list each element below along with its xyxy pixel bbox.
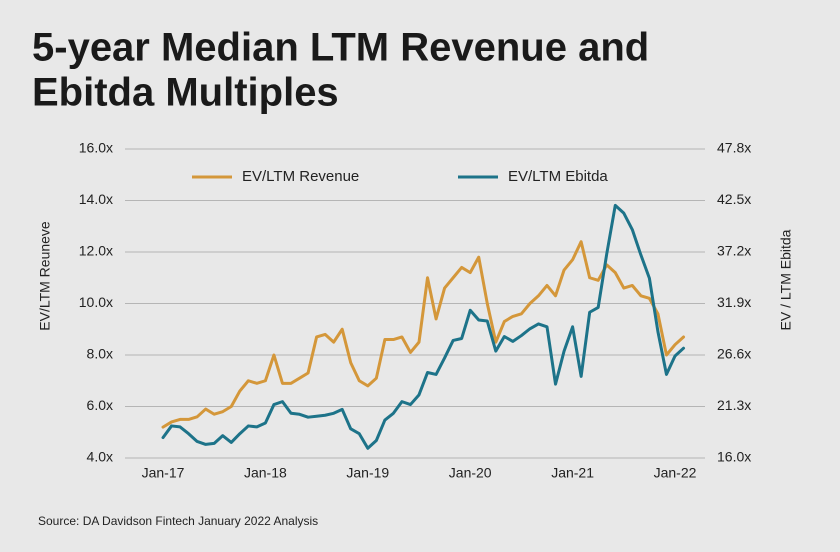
y2-tick-label: 21.3x (717, 397, 751, 413)
y-tick-label: 12.0x (79, 243, 113, 259)
x-tick-label: Jan-21 (551, 465, 594, 481)
y-tick-label: 6.0x (87, 397, 113, 413)
y2-tick-label: 26.6x (717, 346, 751, 362)
x-tick-label: Jan-19 (346, 465, 389, 481)
y-axis-label: EV/LTM Reuneve (37, 221, 53, 331)
y2-tick-label: 37.2x (717, 243, 751, 259)
y-tick-label: 10.0x (79, 294, 113, 310)
data-line (161, 240, 686, 429)
x-tick-label: Jan-17 (142, 465, 185, 481)
legend-label: EV/LTM Revenue (242, 168, 359, 185)
y-tick-label: 16.0x (79, 140, 113, 156)
y2-tick-label: 31.9x (717, 294, 751, 310)
y-tick-label: 14.0x (79, 191, 113, 207)
data-line (161, 203, 686, 450)
y-tick-label: 8.0x (87, 346, 113, 362)
x-tick-label: Jan-18 (244, 465, 287, 481)
chart-title: 5-year Median LTM Revenue and (32, 26, 649, 70)
y2-tick-label: 16.0x (717, 449, 751, 465)
y2-axis-label: EV / LTM Ebitda (778, 229, 794, 330)
legend-label: EV/LTM Ebitda (508, 168, 608, 185)
source-note: Source: DA Davidson Fintech January 2022… (38, 514, 318, 528)
y-tick-label: 4.0x (87, 449, 113, 465)
y2-tick-label: 42.5x (717, 191, 751, 207)
y2-tick-label: 47.8x (717, 140, 751, 156)
x-tick-label: Jan-22 (654, 465, 697, 481)
chart-title: Ebitda Multiples (32, 71, 339, 115)
x-tick-label: Jan-20 (449, 465, 492, 481)
